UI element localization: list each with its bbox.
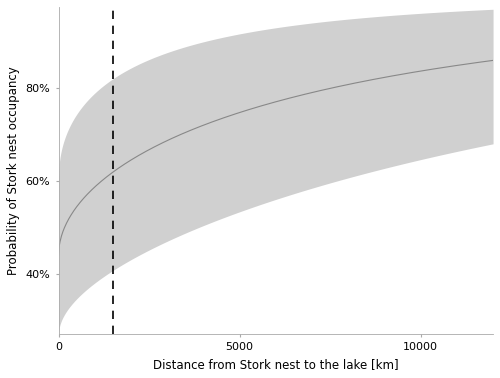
Y-axis label: Probability of Stork nest occupancy: Probability of Stork nest occupancy xyxy=(7,66,20,275)
X-axis label: Distance from Stork nest to the lake [km]: Distance from Stork nest to the lake [km… xyxy=(153,358,398,371)
